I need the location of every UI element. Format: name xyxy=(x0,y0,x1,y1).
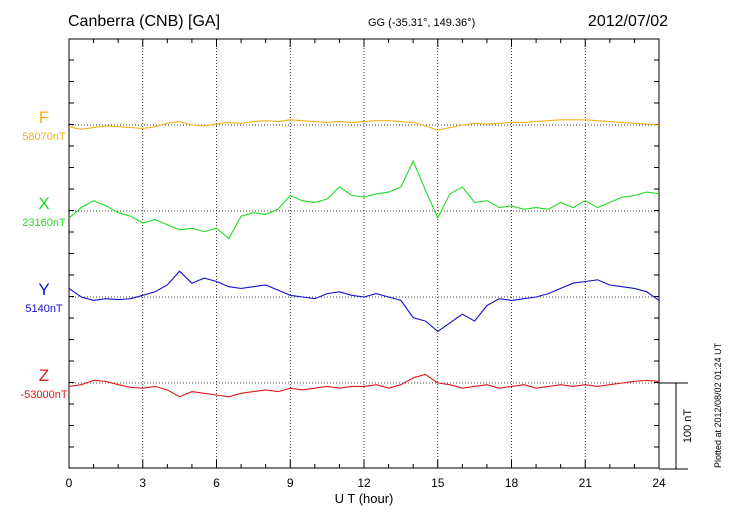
station-title: Canberra (CNB) [GA] xyxy=(68,13,221,30)
series-baseline-Y: 5140nT xyxy=(25,303,63,315)
x-tick-label-6: 6 xyxy=(213,476,220,490)
x-tick-label-3: 3 xyxy=(139,476,146,490)
x-tick-label-12: 12 xyxy=(357,476,371,490)
series-name-X: X xyxy=(38,194,49,213)
x-tick-label-21: 21 xyxy=(579,476,593,490)
series-name-Z: Z xyxy=(39,366,49,385)
series-baseline-X: 23160nT xyxy=(22,217,66,229)
series-line-Z xyxy=(68,373,660,398)
x-tick-label-9: 9 xyxy=(287,476,294,490)
x-tick-label-0: 0 xyxy=(66,476,73,490)
series-baseline-Z: -53000nT xyxy=(20,389,67,401)
x-axis-label: U T (hour) xyxy=(335,491,394,506)
series-lines xyxy=(68,119,660,398)
series-line-X xyxy=(68,159,660,240)
plot-border xyxy=(68,38,660,469)
plot-frame xyxy=(68,38,660,469)
series-name-Y: Y xyxy=(38,280,49,299)
series-line-F xyxy=(68,119,660,131)
scale-bar: 100 nT xyxy=(659,382,694,470)
chart-date: 2012/07/02 xyxy=(587,13,668,30)
scale-bar-label: 100 nT xyxy=(682,409,694,444)
series-name-F: F xyxy=(39,108,49,127)
x-tick-labels: 0 3 6 9 12 15 18 21 24 xyxy=(66,476,666,490)
station-coords: GG (-35.31°, 149.36°) xyxy=(368,17,476,29)
series-line-Y xyxy=(68,270,660,333)
plotted-at-note: Plotted at 2012/08/02 01:24 UT xyxy=(713,342,723,468)
x-tick-label-18: 18 xyxy=(505,476,519,490)
grid-lines xyxy=(69,39,659,468)
series-labels: F 58070nT X 23160nT Y 5140nT Z -53000nT xyxy=(20,108,67,401)
x-tick-label-15: 15 xyxy=(431,476,445,490)
series-baseline-F: 58070nT xyxy=(22,131,66,143)
x-tick-label-24: 24 xyxy=(652,476,666,490)
